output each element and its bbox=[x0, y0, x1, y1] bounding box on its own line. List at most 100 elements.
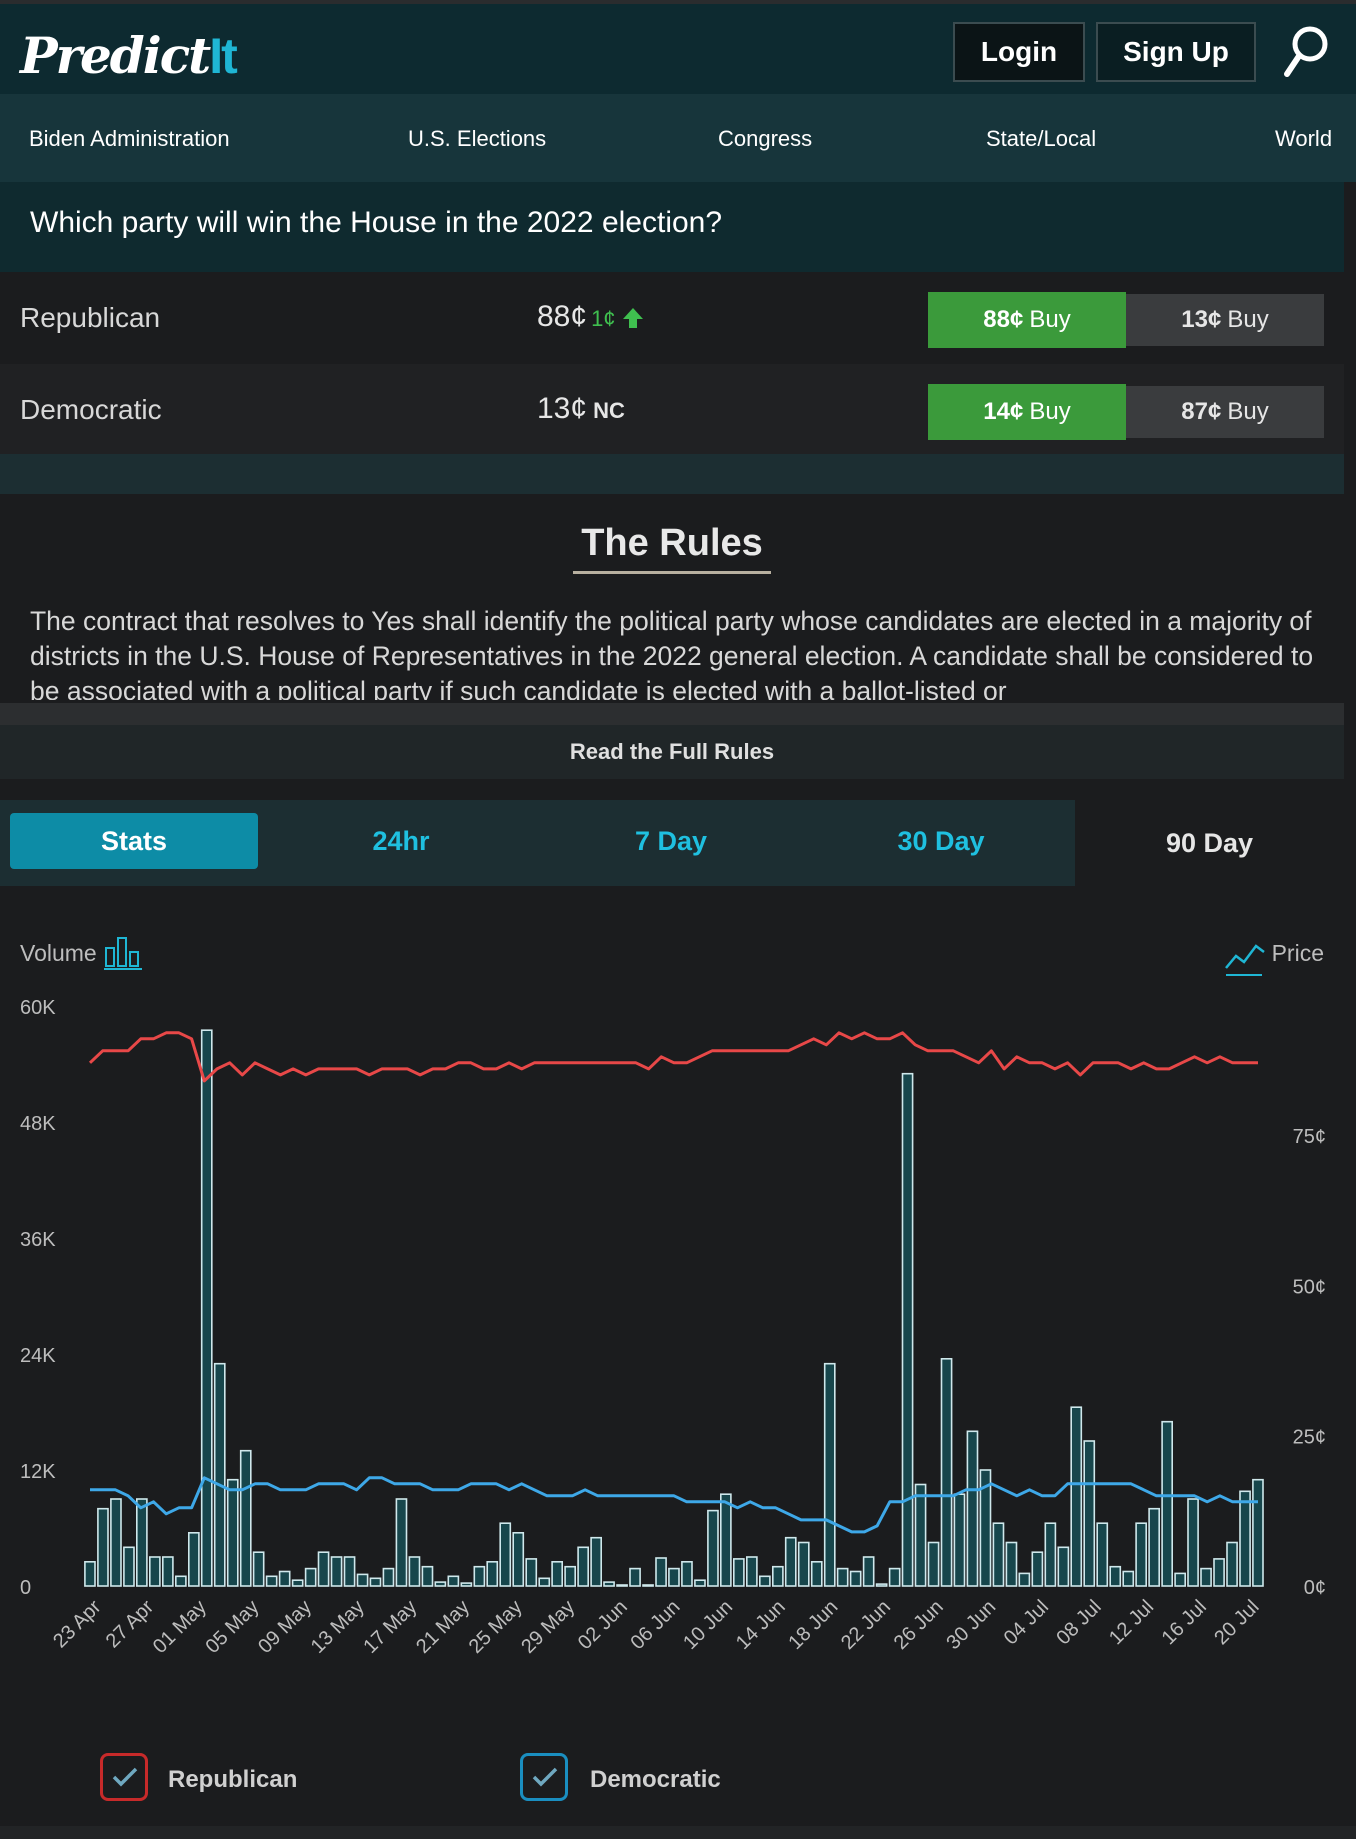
tab-stats[interactable]: Stats bbox=[10, 813, 258, 869]
volume-bar bbox=[1031, 1551, 1044, 1587]
volume-bar bbox=[1200, 1567, 1212, 1587]
predictit-logo[interactable]: PredictIt bbox=[20, 26, 238, 85]
volume-bar bbox=[629, 1567, 641, 1587]
volume-bar bbox=[707, 1509, 719, 1587]
volume-bar bbox=[719, 1493, 732, 1587]
x-axis-tick: 04 Jul bbox=[1000, 1596, 1053, 1649]
volume-axis-tick: 0 bbox=[20, 1577, 31, 1599]
volume-bar bbox=[914, 1483, 927, 1587]
x-axis-tick: 21 May bbox=[412, 1596, 474, 1658]
login-button[interactable]: Login bbox=[953, 22, 1085, 82]
arrow-up-icon bbox=[622, 308, 643, 328]
volume-bar bbox=[823, 1362, 836, 1587]
volume-bar bbox=[797, 1541, 810, 1587]
last-price: 88¢ bbox=[537, 300, 588, 333]
volume-bar bbox=[771, 1565, 784, 1587]
volume-label: Volume bbox=[20, 940, 97, 966]
volume-bar bbox=[1057, 1546, 1070, 1587]
volume-bar bbox=[966, 1430, 979, 1587]
tab-24hr[interactable]: 24hr bbox=[372, 825, 430, 856]
tab-90-day[interactable]: 90 Day bbox=[1075, 800, 1344, 886]
volume-bar bbox=[1161, 1420, 1173, 1587]
volume-bar bbox=[1109, 1565, 1122, 1587]
volume-bar bbox=[84, 1560, 96, 1587]
volume-bar bbox=[1135, 1522, 1147, 1587]
contract-row-republican: Republican 88¢ 1¢ 88¢ Buy 13¢ Buy bbox=[0, 272, 1344, 362]
x-axis-tick: 01 May bbox=[149, 1596, 211, 1658]
legend-democratic-checkbox[interactable] bbox=[520, 1753, 568, 1801]
tab-7-day[interactable]: 7 Day bbox=[634, 825, 708, 856]
volume-bar bbox=[525, 1558, 538, 1587]
logo-text: Predict bbox=[20, 26, 211, 85]
price-change: NC bbox=[593, 398, 625, 423]
volume-bar bbox=[175, 1575, 187, 1587]
volume-bar bbox=[681, 1560, 693, 1587]
volume-bar bbox=[758, 1575, 771, 1587]
buy-no-button[interactable]: 87¢ Buy bbox=[1126, 386, 1324, 438]
volume-bar bbox=[732, 1558, 745, 1587]
x-axis-tick: 16 Jul bbox=[1158, 1596, 1211, 1649]
x-axis-tick: 09 May bbox=[254, 1596, 316, 1658]
volume-bar bbox=[590, 1536, 602, 1587]
x-axis-tick: 08 Jul bbox=[1052, 1596, 1105, 1649]
volume-axis-tick: 60K bbox=[20, 997, 56, 1019]
volume-bar bbox=[162, 1556, 174, 1587]
category-nav: Biden Administration U.S. Elections Cong… bbox=[0, 94, 1356, 182]
buy-no-button[interactable]: 13¢ Buy bbox=[1126, 294, 1324, 346]
legend-republican-checkbox[interactable] bbox=[100, 1753, 148, 1801]
volume-bar bbox=[1005, 1541, 1018, 1587]
volume-bar bbox=[447, 1575, 460, 1587]
volume-bar bbox=[97, 1507, 109, 1587]
nav-item-biden-administration[interactable]: Biden Administration bbox=[29, 126, 230, 151]
volume-bar bbox=[408, 1556, 421, 1587]
volume-bar bbox=[810, 1560, 823, 1587]
buy-yes-button[interactable]: 14¢ Buy bbox=[928, 384, 1126, 440]
price-label: Price bbox=[1272, 940, 1324, 966]
volume-bar bbox=[577, 1546, 589, 1587]
volume-bar bbox=[123, 1546, 135, 1587]
price-axis-tick: 75¢ bbox=[1293, 1126, 1326, 1148]
tab-30-day[interactable]: 30 Day bbox=[897, 825, 985, 856]
rules-text: The contract that resolves to Yes shall … bbox=[30, 606, 1314, 700]
volume-bar bbox=[849, 1570, 862, 1587]
x-axis-tick: 23 Apr bbox=[49, 1596, 106, 1653]
contract-price: 13¢ NC bbox=[537, 392, 625, 426]
volume-bar bbox=[862, 1556, 875, 1587]
contract-price: 88¢ 1¢ bbox=[537, 300, 644, 334]
volume-bar bbox=[395, 1498, 408, 1587]
volume-axis-tick: 48K bbox=[20, 1113, 56, 1135]
signup-button[interactable]: Sign Up bbox=[1096, 22, 1256, 82]
price-axis-tick: 0¢ bbox=[1304, 1577, 1326, 1599]
price-line-democratic bbox=[90, 1476, 1258, 1534]
read-full-rules-link[interactable]: Read the Full Rules bbox=[0, 725, 1344, 779]
volume-bar bbox=[1174, 1572, 1186, 1587]
volume-bar bbox=[1213, 1558, 1225, 1587]
buy-yes-button[interactable]: 88¢ Buy bbox=[928, 292, 1126, 348]
volume-bar bbox=[551, 1560, 563, 1587]
search-icon[interactable] bbox=[1282, 24, 1330, 80]
x-axis-tick: 13 May bbox=[307, 1596, 369, 1658]
volume-bar bbox=[473, 1565, 486, 1587]
chart-svg: Volume Price 60K 48K 36K 24K 12K 0 75¢ 50¢ 25¢ 0… bbox=[20, 937, 1326, 1658]
volume-bar bbox=[745, 1556, 758, 1587]
x-axis-tick: 22 Jun bbox=[837, 1596, 895, 1654]
volume-bar bbox=[200, 1029, 213, 1587]
volume-bar bbox=[188, 1531, 200, 1587]
volume-bar bbox=[888, 1567, 901, 1587]
price-axis-tick: 50¢ bbox=[1293, 1276, 1326, 1298]
nav-item-congress[interactable]: Congress bbox=[718, 126, 813, 151]
volume-bar bbox=[136, 1498, 148, 1587]
volume-axis-tick: 36K bbox=[20, 1229, 56, 1251]
legend-democratic-label: Democratic bbox=[590, 1766, 721, 1793]
volume-bar bbox=[486, 1560, 499, 1587]
page-bottom-bar bbox=[0, 1826, 1356, 1839]
volume-bars-icon[interactable] bbox=[104, 937, 142, 970]
nav-item-world[interactable]: World bbox=[1275, 126, 1333, 151]
nav-item-state-local[interactable]: State/Local bbox=[986, 126, 1097, 151]
nav-item-us-elections[interactable]: U.S. Elections bbox=[408, 126, 547, 151]
price-line-icon[interactable] bbox=[1225, 944, 1265, 976]
volume-bar bbox=[836, 1567, 849, 1587]
x-axis-tick: 29 May bbox=[517, 1596, 579, 1658]
volume-bar bbox=[1122, 1570, 1135, 1587]
volume-bar bbox=[356, 1573, 369, 1587]
